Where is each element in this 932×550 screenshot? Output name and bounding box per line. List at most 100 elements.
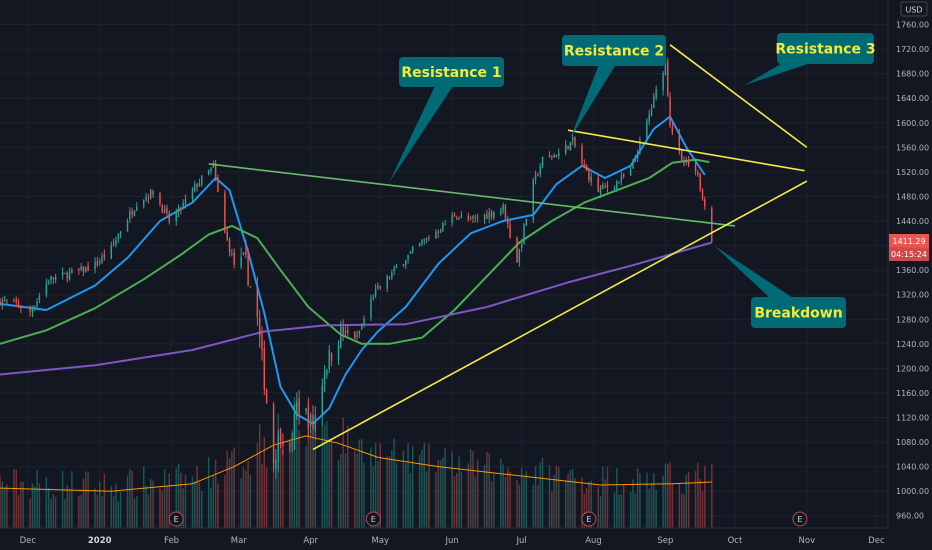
price-candle <box>405 259 407 270</box>
price-candle <box>588 167 590 184</box>
price-candle <box>94 257 96 274</box>
price-tick-label: 960.00 <box>896 512 924 521</box>
price-candle <box>407 254 409 264</box>
volume-bar <box>599 496 602 528</box>
volume-bar <box>667 463 669 528</box>
earnings-marker[interactable]: E <box>581 511 597 527</box>
candle-body <box>539 166 541 174</box>
price-candle <box>180 206 182 215</box>
candle-body <box>525 218 528 226</box>
candle-body <box>22 305 24 308</box>
price-candle <box>516 236 518 263</box>
candle-body <box>94 262 96 270</box>
volume-bar <box>525 471 528 528</box>
price-candle <box>504 203 507 220</box>
callout-box[interactable] <box>777 33 874 64</box>
volume-bar <box>458 456 460 528</box>
candle-body <box>393 267 395 271</box>
price-candle <box>523 222 525 245</box>
callouts[interactable]: Resistance 1 Resistance 2 Resistance 3 Brea… <box>399 33 876 328</box>
candle-body <box>469 217 472 219</box>
price-axis[interactable]: 960.00 1000.00 1040.00 1080.00 1120.00 1160.0… <box>887 0 932 550</box>
candle-body <box>228 239 231 253</box>
volume-bar <box>119 492 122 528</box>
volume-bar <box>379 443 381 528</box>
time-axis[interactable]: Dec 2020 Feb Mar Apr May Jun Jul Aug Sep Oct Nov Dec <box>0 527 932 550</box>
price-tick-label: 1600.00 <box>896 119 929 128</box>
currency-badge[interactable]: USD <box>900 1 928 17</box>
earnings-marker[interactable]: E <box>365 511 381 527</box>
price-candle <box>45 278 48 298</box>
volume-bar <box>20 481 22 528</box>
earnings-marker[interactable]: E <box>168 511 184 527</box>
price-candle <box>439 228 442 234</box>
candle-body <box>64 272 66 274</box>
price-candle <box>393 265 395 276</box>
volume-bar <box>261 463 263 528</box>
volume-bar <box>191 476 194 528</box>
earnings-marker[interactable]: E <box>792 511 808 527</box>
candle-body <box>504 206 507 220</box>
price-candle <box>502 202 504 215</box>
candle-body <box>655 89 657 99</box>
price-candle <box>85 266 87 273</box>
candle-body <box>326 370 328 375</box>
volume-bar <box>553 474 555 528</box>
callout-box[interactable] <box>399 57 504 87</box>
volume-bar <box>196 465 198 528</box>
volume-bar <box>31 483 34 528</box>
price-candle <box>249 285 252 288</box>
volume-bar <box>314 441 317 528</box>
candle-body <box>129 211 131 220</box>
candle-body <box>342 326 344 334</box>
green-trendline[interactable] <box>208 163 736 227</box>
yellow-trendline[interactable] <box>669 44 808 148</box>
yellow-trendline[interactable] <box>567 129 805 172</box>
volume-bar <box>685 475 688 528</box>
candle-body <box>50 276 52 281</box>
volume-bar <box>147 494 150 528</box>
candle-body <box>200 175 203 185</box>
candle-body <box>486 214 488 219</box>
trendlines[interactable] <box>208 44 808 451</box>
price-candle <box>182 199 184 210</box>
candle-body <box>115 239 117 245</box>
candle-body <box>337 345 340 360</box>
earnings-marker-circle <box>581 511 597 527</box>
price-candle <box>66 271 68 283</box>
candle-body <box>298 398 300 415</box>
price-candle <box>258 309 261 348</box>
candle-body <box>312 414 314 430</box>
volume-bar <box>548 465 551 528</box>
price-candle <box>342 319 344 341</box>
price-candle <box>639 136 641 155</box>
volume-bar <box>588 481 590 528</box>
price-candle <box>551 155 553 161</box>
volume-bar <box>520 468 523 528</box>
callout-box[interactable] <box>562 35 666 66</box>
candle-body <box>634 158 636 161</box>
volume-bar <box>210 487 212 528</box>
candle-body <box>639 140 641 154</box>
volume-bar <box>423 442 426 528</box>
moving-average-lines <box>0 115 713 492</box>
price-candle <box>87 261 89 272</box>
callout-box[interactable] <box>751 297 846 328</box>
price-candle <box>694 160 697 176</box>
volume-bar <box>629 491 632 528</box>
volume-bar <box>669 462 671 528</box>
candle-body <box>379 285 381 288</box>
candle-body <box>565 144 567 154</box>
volume-bar <box>354 450 356 528</box>
volume-bar <box>275 465 277 528</box>
yellow-trendline[interactable] <box>312 180 808 451</box>
price-candle <box>291 432 293 453</box>
volume-bar <box>699 478 701 528</box>
volume-bar <box>36 470 38 528</box>
candle-body <box>96 261 99 266</box>
price-candle <box>143 199 145 209</box>
candle-body <box>386 275 388 289</box>
